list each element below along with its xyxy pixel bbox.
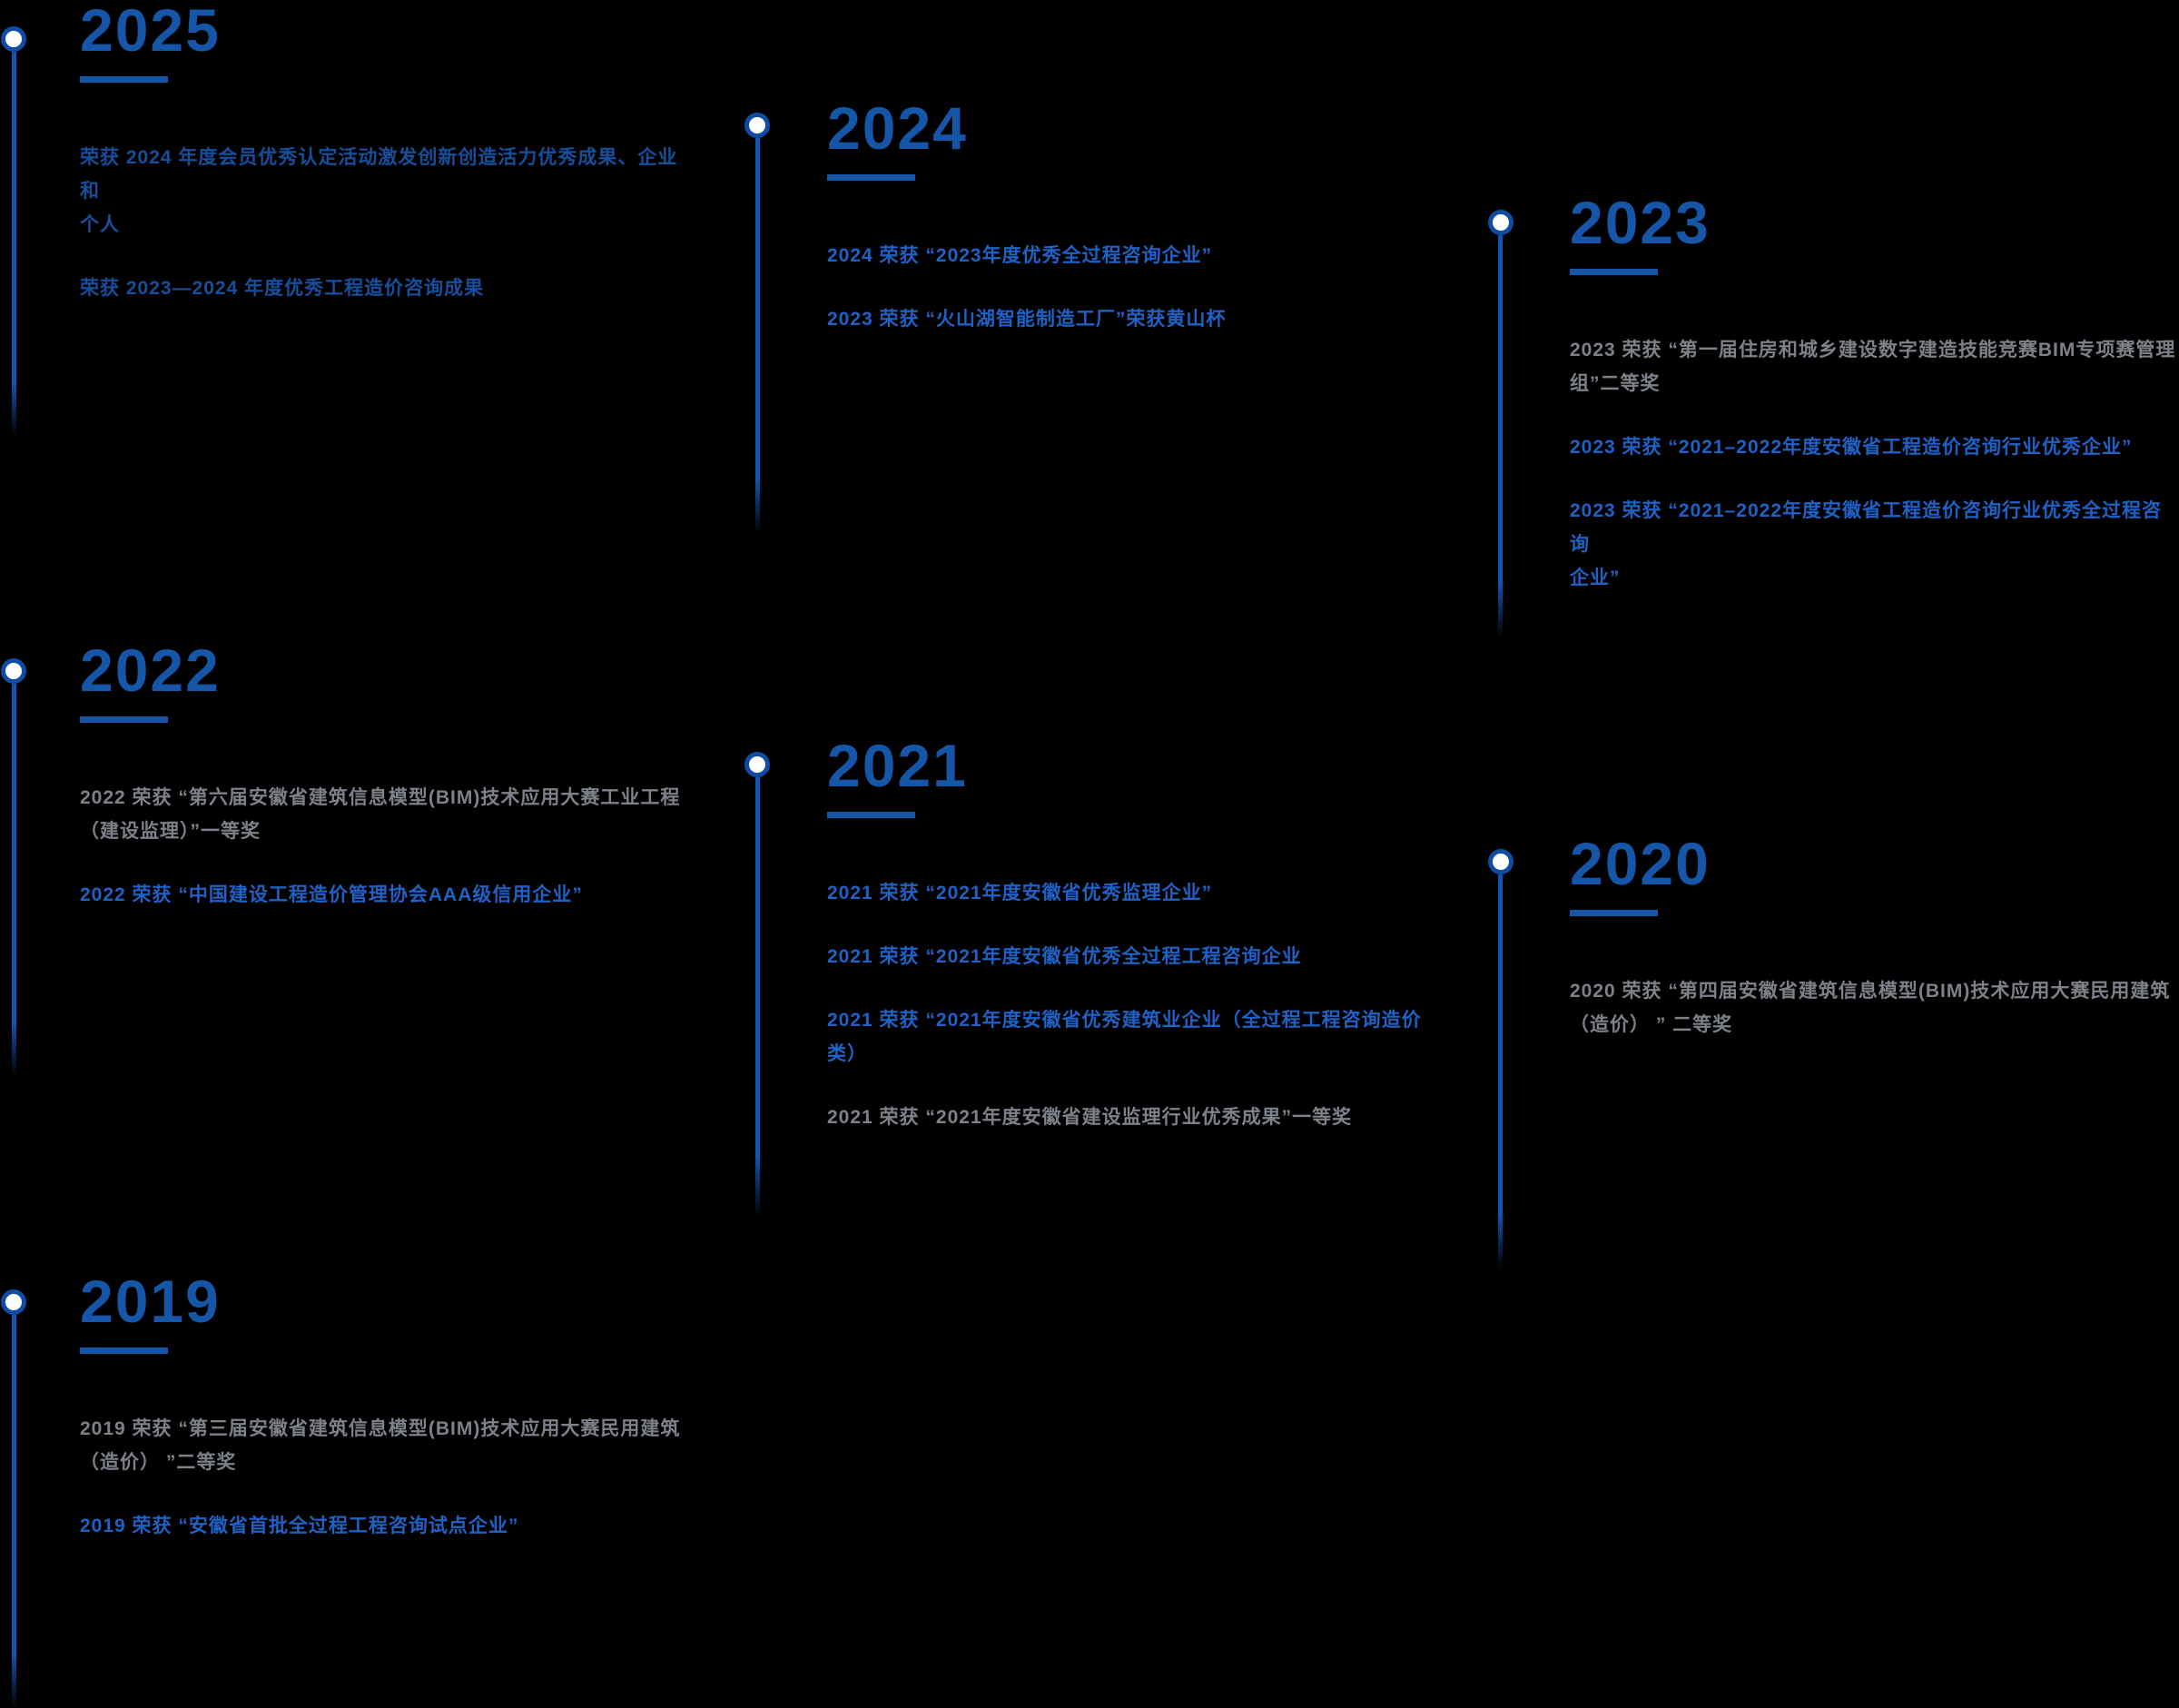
year-underline [827, 174, 915, 181]
entry-content: 2021 2021 荣获 “2021年度安徽省优秀监理企业” 2021 荣获 “… [827, 736, 1422, 1164]
award-item: 荣获 2024 年度会员优秀认定活动激发创新创造活力优秀成果、企业和 个人 [80, 147, 678, 235]
timeline-dot [1, 1289, 26, 1315]
year-heading: 2019 [80, 1268, 221, 1335]
timeline-dot [1488, 210, 1513, 235]
award-list: 荣获 2024 年度会员优秀认定活动激发创新创造活力优秀成果、企业和 个人 荣获… [80, 141, 681, 305]
entry-content: 2025 荣获 2024 年度会员优秀认定活动激发创新创造活力优秀成果、企业和 … [80, 0, 681, 335]
award-item: 2021 荣获 “2021年度安徽省建设监理行业优秀成果”一等奖 [827, 1107, 1353, 1128]
year-underline [80, 1348, 168, 1354]
award-list: 2019 荣获 “第三届安徽省建筑信息模型(BIM)技术应用大赛民用建筑 （造价… [80, 1412, 681, 1543]
timeline-dot [744, 752, 770, 777]
timeline-line [12, 1315, 16, 1708]
entry-content: 2019 2019 荣获 “第三届安徽省建筑信息模型(BIM)技术应用大赛民用建… [80, 1271, 681, 1573]
timeline-dot [1, 658, 26, 684]
year-underline [1570, 910, 1658, 916]
timeline-line [1498, 874, 1503, 1269]
award-item: 2021 荣获 “2021年度安徽省优秀监理企业” [827, 883, 1213, 903]
year-underline [80, 716, 168, 723]
award-item: 2023 荣获 “第一届住房和城乡建设数字建造技能竞赛BIM专项赛管理 组”二等… [1570, 340, 2176, 394]
year-underline [80, 76, 168, 83]
year-heading: 2025 [80, 0, 221, 64]
timeline-line [755, 138, 760, 534]
award-item: 2022 荣获 “第六届安徽省建筑信息模型(BIM)技术应用大赛工业工程 （建设… [80, 787, 681, 842]
entry-content: 2020 2020 荣获 “第四届安徽省建筑信息模型(BIM)技术应用大赛民用建… [1570, 834, 2176, 1071]
award-list: 2020 荣获 “第四届安徽省建筑信息模型(BIM)技术应用大赛民用建筑 （造价… [1570, 974, 2176, 1042]
award-list: 2021 荣获 “2021年度安徽省优秀监理企业” 2021 荣获 “2021年… [827, 876, 1422, 1134]
award-item: 荣获 2023—2024 年度优秀工程造价咨询成果 [80, 278, 485, 299]
year-heading: 2020 [1570, 830, 1711, 897]
award-list: 2023 荣获 “第一届住房和城乡建设数字建造技能竞赛BIM专项赛管理 组”二等… [1570, 333, 2176, 595]
year-heading: 2022 [80, 637, 221, 704]
award-item: 2022 荣获 “中国建设工程造价管理协会AAA级信用企业” [80, 884, 583, 905]
timeline-dot [1488, 849, 1513, 874]
award-item: 2021 荣获 “2021年度安徽省优秀建筑业企业（全过程工程咨询造价 类） [827, 1010, 1422, 1064]
award-item: 2023 荣获 “2021–2022年度安徽省工程造价咨询行业优秀企业” [1570, 437, 2133, 458]
year-heading: 2023 [1570, 189, 1711, 256]
timeline-line [1498, 235, 1503, 639]
year-underline [1570, 269, 1658, 275]
year-heading: 2021 [827, 732, 968, 799]
timeline-line [755, 777, 760, 1218]
award-list: 2024 荣获 “2023年度优秀全过程咨询企业” 2023 荣获 “火山湖智能… [827, 239, 1422, 336]
timeline-line [12, 52, 16, 436]
award-list: 2022 荣获 “第六届安徽省建筑信息模型(BIM)技术应用大赛工业工程 （建设… [80, 781, 681, 912]
timeline-dot [1, 26, 26, 52]
award-item: 2024 荣获 “2023年度优秀全过程咨询企业” [827, 245, 1213, 266]
entry-content: 2022 2022 荣获 “第六届安徽省建筑信息模型(BIM)技术应用大赛工业工… [80, 640, 681, 942]
award-item: 2020 荣获 “第四届安徽省建筑信息模型(BIM)技术应用大赛民用建筑 （造价… [1570, 981, 2171, 1035]
award-item: 2019 荣获 “第三届安徽省建筑信息模型(BIM)技术应用大赛民用建筑 （造价… [80, 1418, 681, 1473]
timeline-dot [744, 113, 770, 138]
entry-content: 2023 2023 荣获 “第一届住房和城乡建设数字建造技能竞赛BIM专项赛管理… [1570, 193, 2176, 625]
year-underline [827, 812, 915, 818]
entry-content: 2024 2024 荣获 “2023年度优秀全过程咨询企业” 2023 荣获 “… [827, 98, 1422, 366]
award-item: 2023 荣获 “火山湖智能制造工厂”荣获黄山杯 [827, 309, 1227, 330]
award-item: 2023 荣获 “2021–2022年度安徽省工程造价咨询行业优秀全过程咨询 企… [1570, 500, 2162, 588]
award-item: 2019 荣获 “安徽省首批全过程工程咨询试点企业” [80, 1515, 519, 1536]
year-heading: 2024 [827, 94, 968, 162]
timeline-line [12, 684, 16, 1077]
award-item: 2021 荣获 “2021年度安徽省优秀全过程工程咨询企业 [827, 946, 1302, 967]
